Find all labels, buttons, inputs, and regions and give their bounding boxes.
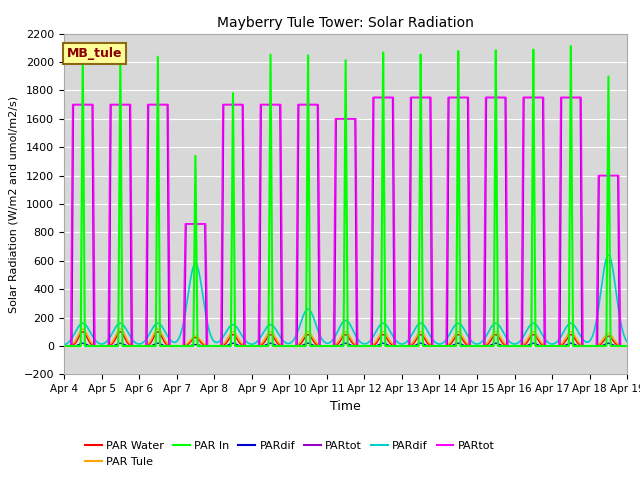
- PARtot: [424, 95, 431, 100]
- Line: PARdif: PARdif: [64, 343, 627, 346]
- PAR Tule: [60, 343, 68, 349]
- PAR Tule: [504, 342, 511, 348]
- PAR Tule: [424, 337, 431, 343]
- PARtot: [623, 343, 631, 349]
- PAR Water: [79, 329, 86, 335]
- PAR Water: [504, 343, 511, 348]
- Line: PAR Water: PAR Water: [64, 332, 627, 346]
- PARdif: [271, 342, 279, 348]
- PAR In: [271, 343, 278, 349]
- PARtot: [180, 274, 188, 279]
- PAR Tule: [175, 343, 182, 349]
- PAR Tule: [621, 343, 629, 349]
- Line: PARtot: PARtot: [64, 97, 627, 346]
- PAR In: [621, 343, 629, 349]
- PARdif: [424, 328, 431, 334]
- PARdif: [424, 343, 431, 348]
- PAR In: [567, 43, 575, 49]
- PARtot: [370, 95, 378, 100]
- Title: Mayberry Tule Tower: Solar Radiation: Mayberry Tule Tower: Solar Radiation: [217, 16, 474, 30]
- PAR In: [60, 343, 68, 349]
- PARdif: [504, 343, 511, 349]
- PAR In: [424, 343, 431, 349]
- PARtot: [60, 343, 68, 349]
- PAR Water: [424, 340, 431, 346]
- PARdif: [623, 339, 631, 345]
- PARtot: [504, 343, 511, 349]
- PARtot: [175, 343, 182, 349]
- PARtot: [369, 95, 377, 100]
- Legend: PAR Water, PAR Tule, PAR In, PARdif, PARtot, PARdif, PARtot: PAR Water, PAR Tule, PAR In, PARdif, PAR…: [81, 437, 499, 471]
- Line: PARdif: PARdif: [64, 255, 627, 345]
- PARtot: [504, 291, 511, 297]
- Line: PAR Tule: PAR Tule: [64, 329, 627, 346]
- PARdif: [621, 343, 629, 349]
- PARdif: [180, 343, 188, 349]
- PAR In: [623, 343, 631, 349]
- PAR Tule: [180, 342, 188, 348]
- PARdif: [271, 325, 278, 331]
- PAR Water: [60, 343, 68, 349]
- X-axis label: Time: Time: [330, 400, 361, 413]
- PARdif: [60, 343, 68, 349]
- PARdif: [623, 343, 631, 349]
- PAR In: [180, 343, 188, 349]
- PAR Water: [623, 343, 631, 349]
- PARdif: [60, 342, 68, 348]
- PARtot: [424, 95, 431, 100]
- PARdif: [175, 336, 182, 342]
- PAR Water: [180, 343, 188, 348]
- Text: MB_tule: MB_tule: [67, 47, 122, 60]
- PAR Water: [271, 336, 279, 342]
- PAR In: [175, 343, 182, 349]
- PARtot: [271, 102, 278, 108]
- PAR Tule: [79, 326, 86, 332]
- PARdif: [605, 252, 612, 258]
- PARdif: [180, 314, 188, 320]
- Line: PARtot: PARtot: [64, 97, 627, 346]
- PARtot: [621, 343, 629, 349]
- PARdif: [79, 340, 86, 346]
- PAR Water: [175, 343, 182, 349]
- PARtot: [175, 343, 182, 349]
- PARtot: [180, 343, 188, 349]
- PAR In: [504, 343, 511, 349]
- PARtot: [621, 343, 629, 349]
- PAR Tule: [623, 343, 631, 349]
- PARdif: [175, 343, 182, 349]
- PAR Tule: [271, 334, 279, 339]
- PARtot: [623, 343, 631, 349]
- Line: PAR In: PAR In: [64, 46, 627, 346]
- PARdif: [621, 336, 629, 341]
- PARtot: [60, 343, 68, 349]
- Y-axis label: Solar Radiation (W/m2 and umol/m2/s): Solar Radiation (W/m2 and umol/m2/s): [8, 96, 18, 312]
- PAR Water: [621, 343, 629, 349]
- PARtot: [271, 102, 278, 108]
- PARdif: [504, 336, 511, 342]
